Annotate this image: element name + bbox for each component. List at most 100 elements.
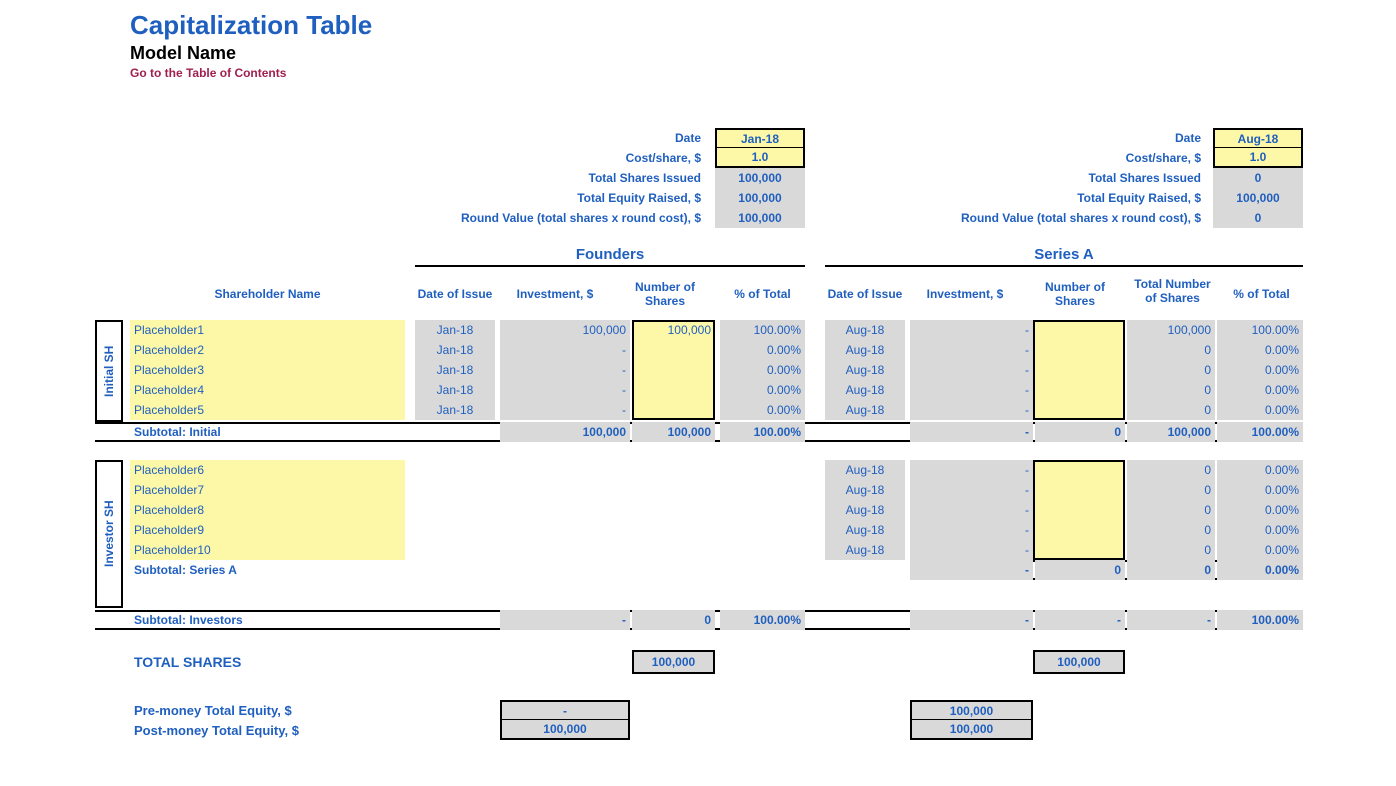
hdr-a-doi: Date of Issue xyxy=(825,275,905,315)
toc-link[interactable]: Go to the Table of Contents xyxy=(130,66,1396,80)
si-f-inv: 100,000 xyxy=(500,422,630,442)
siv-a-inv: - xyxy=(910,610,1033,630)
hdr-a-inv: Investment, $ xyxy=(910,275,1020,315)
a-tns: 0 xyxy=(1127,480,1215,500)
a-nos[interactable] xyxy=(1035,400,1123,420)
lbl-date-a: Date xyxy=(865,128,1205,148)
f-pct: 0.00% xyxy=(720,380,805,400)
lbl-cost-a: Cost/share, $ xyxy=(865,148,1205,168)
name-cell[interactable]: Placeholder3 xyxy=(130,360,405,380)
seriesA-cost[interactable]: 1.0 xyxy=(1213,148,1303,168)
a-date: Aug-18 xyxy=(825,380,905,400)
f-pct: 100.00% xyxy=(720,320,805,340)
name-cell[interactable]: Placeholder4 xyxy=(130,380,405,400)
a-inv: - xyxy=(910,340,1033,360)
a-nos[interactable] xyxy=(1035,360,1123,380)
name-cell[interactable]: Placeholder6 xyxy=(130,460,405,480)
lbl-tsi: Total Shares Issued xyxy=(385,168,705,188)
a-date: Aug-18 xyxy=(825,480,905,500)
a-inv: - xyxy=(910,540,1033,560)
f-nos[interactable] xyxy=(634,400,715,420)
a-date: Aug-18 xyxy=(825,320,905,340)
seriesA-date[interactable]: Aug-18 xyxy=(1213,128,1303,148)
lbl-rv: Round Value (total shares x round cost),… xyxy=(385,208,705,228)
f-pct: 0.00% xyxy=(720,400,805,420)
a-nos[interactable] xyxy=(1035,500,1123,520)
a-nos[interactable] xyxy=(1035,460,1123,480)
a-nos[interactable] xyxy=(1035,540,1123,560)
a-tns: 0 xyxy=(1127,500,1215,520)
a-pct: 0.00% xyxy=(1217,540,1303,560)
a-inv: - xyxy=(910,320,1033,340)
founders-summary-labels: Date Cost/share, $ Total Shares Issued T… xyxy=(385,128,705,228)
a-nos[interactable] xyxy=(1035,480,1123,500)
a-tns: 0 xyxy=(1127,360,1215,380)
a-inv: - xyxy=(910,460,1033,480)
a-tns: 0 xyxy=(1127,380,1215,400)
founders-date[interactable]: Jan-18 xyxy=(715,128,805,148)
subtotal-seriesA-label: Subtotal: Series A xyxy=(130,560,405,580)
f-pct: 0.00% xyxy=(720,360,805,380)
siv-a-tns: - xyxy=(1127,610,1215,630)
f-inv: - xyxy=(500,380,630,400)
total-shares-a: 100,000 xyxy=(1033,650,1125,674)
a-pct: 0.00% xyxy=(1217,480,1303,500)
hdr-a-tns: Total Number of Shares xyxy=(1130,268,1215,316)
a-nos[interactable] xyxy=(1035,520,1123,540)
a-tns: 100,000 xyxy=(1127,320,1215,340)
hdr-a-pct: % of Total xyxy=(1220,275,1303,315)
f-date: Jan-18 xyxy=(415,320,495,340)
a-inv: - xyxy=(910,520,1033,540)
seriesA-summary-labels: Date Cost/share, $ Total Shares Issued T… xyxy=(865,128,1205,228)
a-date: Aug-18 xyxy=(825,340,905,360)
pre-f: - xyxy=(500,700,630,720)
pre-money-label: Pre-money Total Equity, $ xyxy=(130,700,430,720)
a-tns: 0 xyxy=(1127,460,1215,480)
siv-a-pct: 100.00% xyxy=(1217,610,1303,630)
seriesA-ter: 100,000 xyxy=(1213,188,1303,208)
name-cell[interactable]: Placeholder8 xyxy=(130,500,405,520)
siv-f-inv: - xyxy=(500,610,630,630)
a-date: Aug-18 xyxy=(825,460,905,480)
si-f-pct: 100.00% xyxy=(720,422,805,442)
ssa-tns: 0 xyxy=(1127,560,1215,580)
f-nos[interactable]: 100,000 xyxy=(634,320,715,340)
f-inv: 100,000 xyxy=(500,320,630,340)
name-cell[interactable]: Placeholder1 xyxy=(130,320,405,340)
siv-a-nos: - xyxy=(1035,610,1125,630)
founders-cost[interactable]: 1.0 xyxy=(715,148,805,168)
total-shares-label: TOTAL SHARES xyxy=(130,652,405,672)
f-date: Jan-18 xyxy=(415,380,495,400)
total-shares-f: 100,000 xyxy=(632,650,715,674)
hdr-f-inv: Investment, $ xyxy=(500,275,610,315)
name-cell[interactable]: Placeholder2 xyxy=(130,340,405,360)
f-date: Jan-18 xyxy=(415,360,495,380)
a-pct: 0.00% xyxy=(1217,360,1303,380)
a-pct: 0.00% xyxy=(1217,400,1303,420)
founders-summary-vals: Jan-18 1.0 100,000 100,000 100,000 xyxy=(715,128,805,228)
f-nos[interactable] xyxy=(634,360,715,380)
subtotal-investors-label: Subtotal: Investors xyxy=(130,610,405,630)
a-date: Aug-18 xyxy=(825,540,905,560)
a-tns: 0 xyxy=(1127,400,1215,420)
ssa-nos: 0 xyxy=(1035,560,1125,580)
a-inv: - xyxy=(910,500,1033,520)
f-nos[interactable] xyxy=(634,380,715,400)
seriesA-tsi: 0 xyxy=(1213,168,1303,188)
name-cell[interactable]: Placeholder10 xyxy=(130,540,405,560)
model-name: Model Name xyxy=(130,43,1396,64)
name-cell[interactable]: Placeholder9 xyxy=(130,520,405,540)
f-pct: 0.00% xyxy=(720,340,805,360)
name-cell[interactable]: Placeholder7 xyxy=(130,480,405,500)
f-date: Jan-18 xyxy=(415,400,495,420)
a-pct: 0.00% xyxy=(1217,380,1303,400)
subtotal-initial-label: Subtotal: Initial xyxy=(130,422,405,442)
a-nos[interactable] xyxy=(1035,320,1123,340)
a-nos[interactable] xyxy=(1035,340,1123,360)
a-nos[interactable] xyxy=(1035,380,1123,400)
name-cell[interactable]: Placeholder5 xyxy=(130,400,405,420)
siv-f-pct: 100.00% xyxy=(720,610,805,630)
a-tns: 0 xyxy=(1127,340,1215,360)
section-founders: Founders xyxy=(415,246,805,267)
f-nos[interactable] xyxy=(634,340,715,360)
